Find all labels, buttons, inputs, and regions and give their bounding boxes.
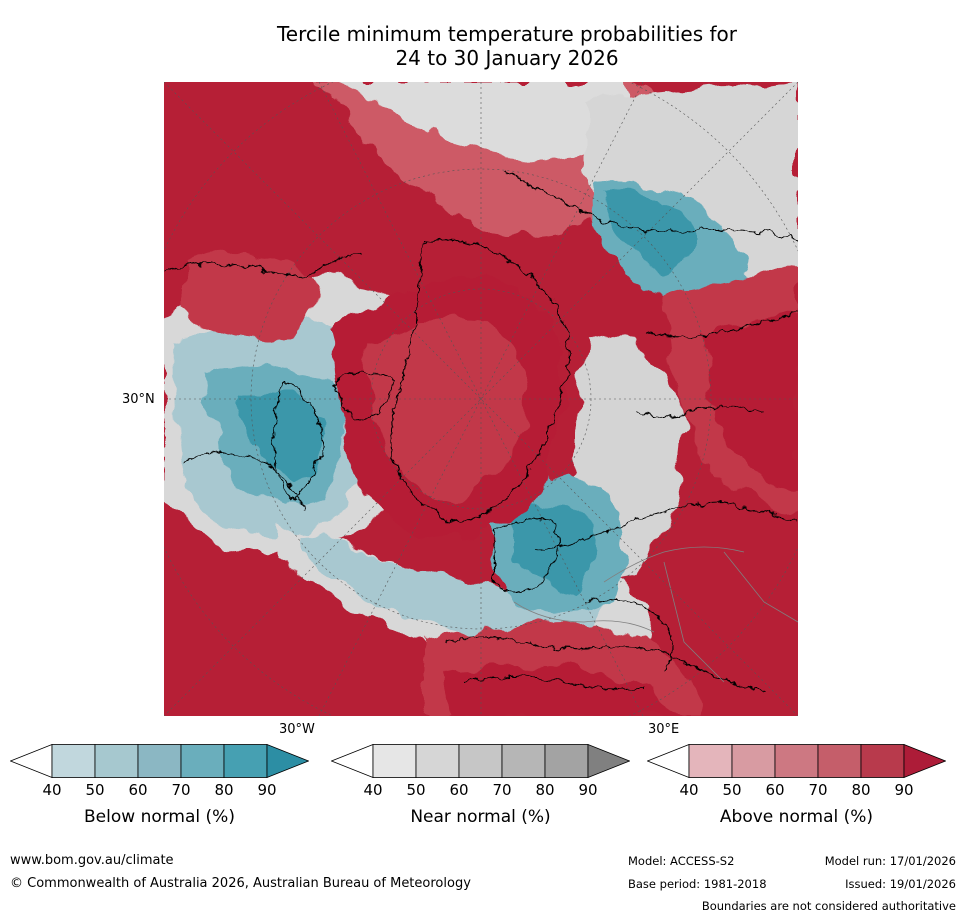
tick-label: 80 bbox=[214, 781, 234, 799]
below-normal-swatch bbox=[51, 744, 96, 778]
below-normal-extend-high bbox=[266, 743, 310, 779]
above-normal-swatch bbox=[688, 744, 733, 778]
near-normal-label: Near normal (%) bbox=[410, 807, 551, 827]
lat-label-30n: 30°N bbox=[122, 392, 155, 407]
tick-label: 80 bbox=[535, 781, 555, 799]
near-normal-swatch bbox=[501, 744, 546, 778]
near-normal-colorbar-swatches bbox=[330, 743, 631, 779]
tick-label: 60 bbox=[449, 781, 469, 799]
footer-url: www.bom.gov.au/climate bbox=[10, 853, 174, 868]
footer-disclaimer: Boundaries are not considered authoritat… bbox=[701, 899, 956, 913]
above-normal-swatch bbox=[731, 744, 776, 778]
footer-issued: Issued: 19/01/2026 bbox=[845, 877, 956, 891]
tick-label: 40 bbox=[42, 781, 62, 799]
above-normal-colorbar bbox=[646, 743, 947, 782]
near-normal-swatch bbox=[544, 744, 589, 778]
footer-copyright: © Commonwealth of Australia 2026, Austra… bbox=[10, 876, 471, 891]
below-normal-colorbar bbox=[9, 743, 310, 782]
map-canvas bbox=[164, 82, 798, 716]
tick-label: 70 bbox=[808, 781, 828, 799]
title-line-2: 24 to 30 January 2026 bbox=[395, 46, 619, 70]
lon-label-30e: 30°E bbox=[648, 722, 680, 737]
near-normal-swatch bbox=[415, 744, 460, 778]
tick-label: 50 bbox=[406, 781, 426, 799]
probability-map bbox=[164, 82, 798, 716]
lon-label-30w: 30°W bbox=[279, 722, 315, 737]
above-normal-colorbar-swatches bbox=[646, 743, 947, 779]
tick-label: 90 bbox=[578, 781, 598, 799]
below-normal-colorbar-swatches bbox=[9, 743, 310, 779]
map-title: Tercile minimum temperature probabilitie… bbox=[160, 22, 854, 70]
title-line-1: Tercile minimum temperature probabilitie… bbox=[276, 22, 738, 46]
tick-label: 50 bbox=[85, 781, 105, 799]
near-normal-swatch bbox=[372, 744, 417, 778]
footer-model: Model: ACCESS-S2 bbox=[628, 854, 735, 868]
below-normal-swatch bbox=[94, 744, 139, 778]
tick-label: 60 bbox=[765, 781, 785, 799]
below-normal-swatch bbox=[223, 744, 268, 778]
footer-model-run: Model run: 17/01/2026 bbox=[824, 854, 956, 868]
coastlines bbox=[164, 171, 798, 693]
tick-label: 50 bbox=[722, 781, 742, 799]
above-normal-extend-low bbox=[646, 743, 690, 779]
tick-label: 40 bbox=[363, 781, 383, 799]
tick-label: 90 bbox=[894, 781, 914, 799]
tick-label: 90 bbox=[257, 781, 277, 799]
below-normal-swatch bbox=[180, 744, 225, 778]
footer-base-period: Base period: 1981-2018 bbox=[628, 877, 767, 891]
graticule bbox=[164, 82, 798, 716]
tick-label: 70 bbox=[171, 781, 191, 799]
above-normal-label: Above normal (%) bbox=[719, 807, 874, 827]
near-normal-swatch bbox=[458, 744, 503, 778]
near-normal-extend-high bbox=[587, 743, 631, 779]
below-normal-label: Below normal (%) bbox=[84, 807, 235, 827]
tick-label: 40 bbox=[679, 781, 699, 799]
tick-label: 60 bbox=[128, 781, 148, 799]
tick-label: 80 bbox=[851, 781, 871, 799]
tick-label: 70 bbox=[492, 781, 512, 799]
probability-shading bbox=[164, 82, 798, 716]
near-normal-extend-low bbox=[330, 743, 374, 779]
below-normal-swatch bbox=[137, 744, 182, 778]
near-normal-colorbar bbox=[330, 743, 631, 782]
below-normal-extend-low bbox=[9, 743, 53, 779]
above-normal-swatch bbox=[774, 744, 819, 778]
above-normal-swatch bbox=[817, 744, 862, 778]
above-normal-swatch bbox=[860, 744, 905, 778]
above-normal-extend-high bbox=[903, 743, 947, 779]
